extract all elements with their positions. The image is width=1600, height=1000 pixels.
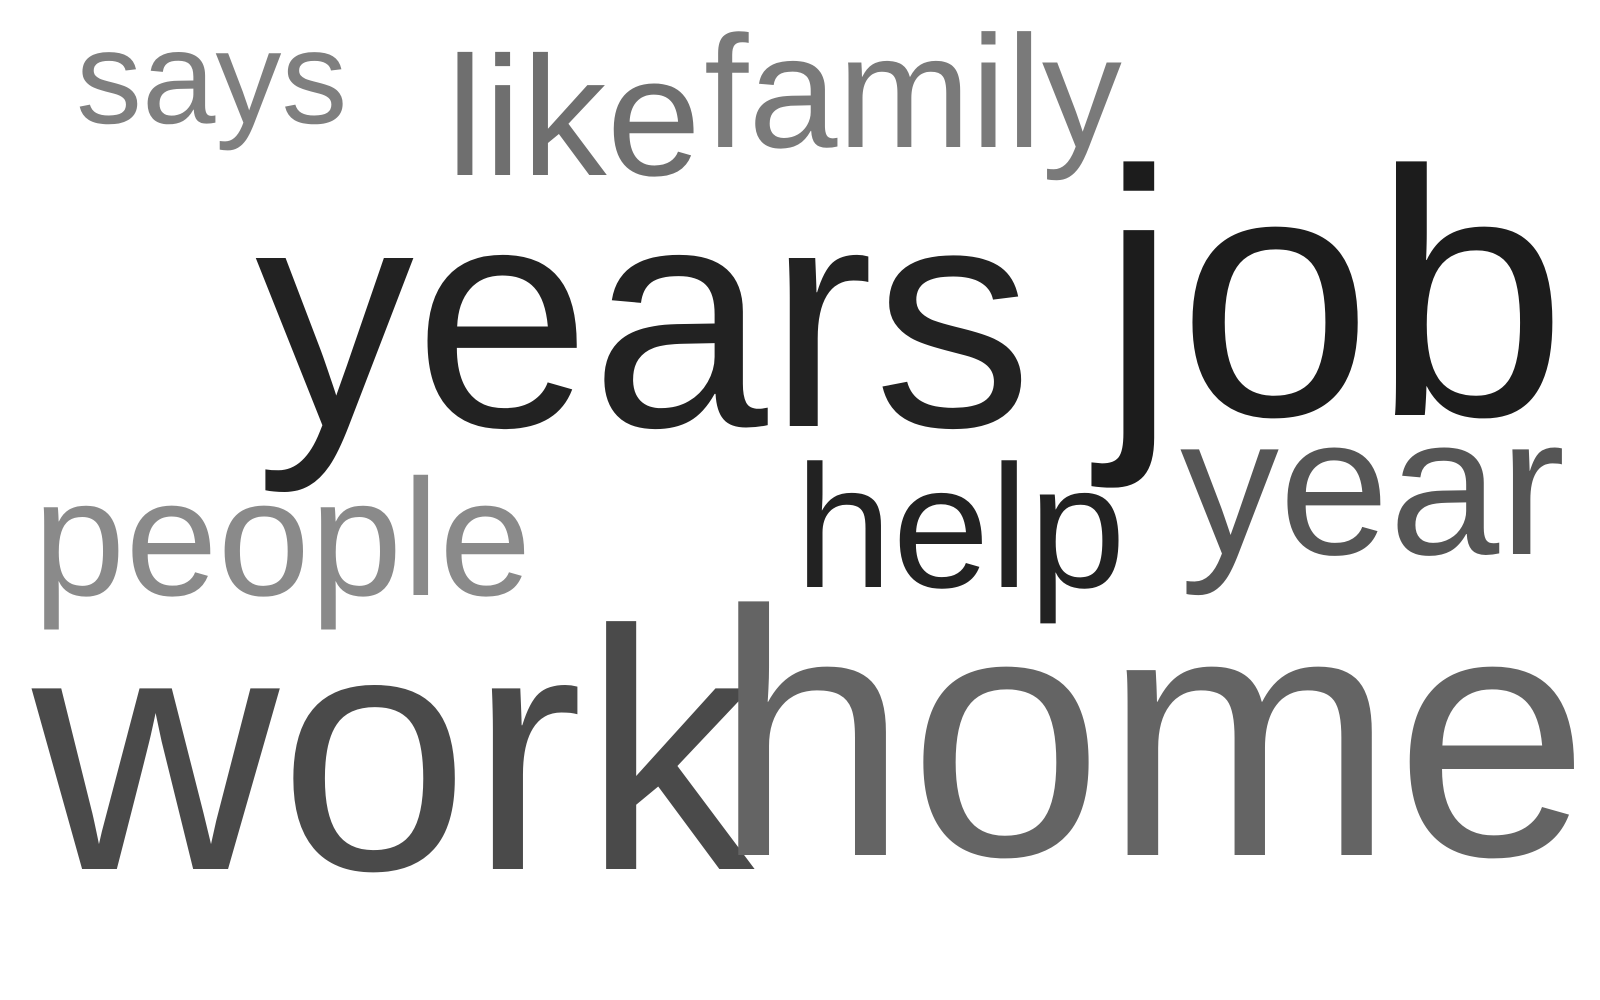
word-people: people <box>33 446 532 631</box>
word-family: family <box>704 2 1122 181</box>
word-work: work <box>32 560 755 942</box>
word-like: like <box>446 22 702 212</box>
word-help: help <box>795 430 1126 625</box>
word-years: years <box>255 139 1033 494</box>
word-says: says <box>76 4 348 151</box>
word-job: job <box>1100 99 1568 490</box>
word-home: home <box>714 539 1590 930</box>
word-year: year <box>1180 375 1566 596</box>
